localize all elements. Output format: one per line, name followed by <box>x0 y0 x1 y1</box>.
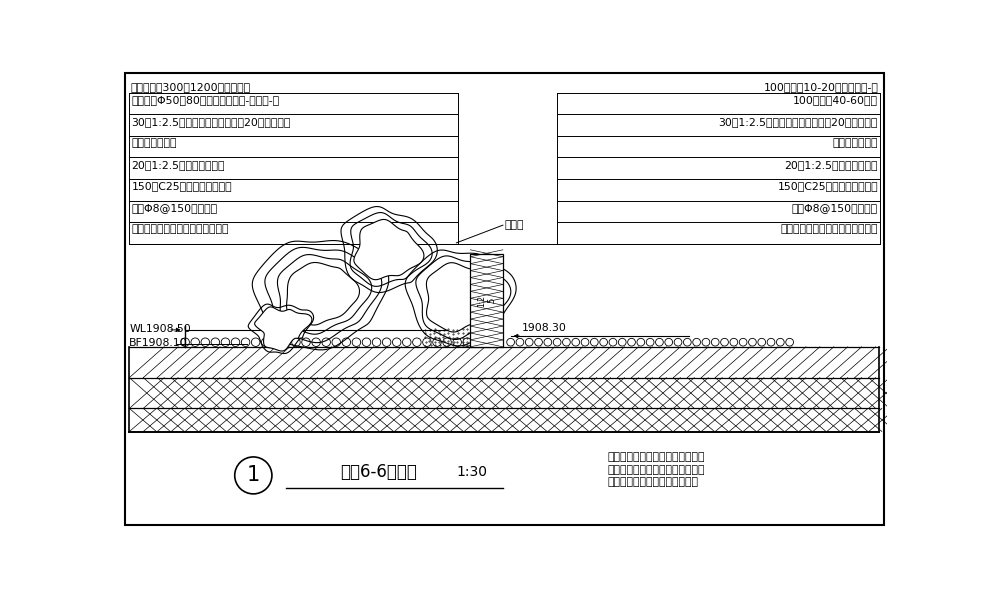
Text: 石阻挡。当下雨时水可以漫过塑假: 石阻挡。当下雨时水可以漫过塑假 <box>608 465 705 474</box>
Text: 石，在旱溪区域形成水面效果。: 石，在旱溪区域形成水面效果。 <box>608 477 698 487</box>
Circle shape <box>711 339 719 346</box>
Circle shape <box>646 339 654 346</box>
Text: 30厚1:2.5干硬性水泥砂浆，上浇20厚素水泥膏: 30厚1:2.5干硬性水泥砂浆，上浇20厚素水泥膏 <box>132 117 291 126</box>
Text: 聚氨酯防水涂料: 聚氨酯防水涂料 <box>832 138 878 148</box>
Text: 1:2
.5: 1:2 .5 <box>477 295 496 307</box>
Circle shape <box>572 339 579 346</box>
Circle shape <box>201 338 210 346</box>
Circle shape <box>562 339 570 346</box>
Circle shape <box>181 338 189 346</box>
Circle shape <box>525 339 533 346</box>
Circle shape <box>191 338 199 346</box>
Circle shape <box>353 338 361 346</box>
Circle shape <box>372 338 381 346</box>
Circle shape <box>554 339 561 346</box>
Circle shape <box>740 339 747 346</box>
Circle shape <box>776 339 784 346</box>
Circle shape <box>362 338 370 346</box>
Circle shape <box>261 338 270 346</box>
Circle shape <box>322 338 330 346</box>
Circle shape <box>222 338 230 346</box>
Circle shape <box>535 339 543 346</box>
Text: 建筑顶板，已完成防水及排水找坡: 建筑顶板，已完成防水及排水找坡 <box>780 224 878 234</box>
Circle shape <box>292 338 300 346</box>
Circle shape <box>786 339 794 346</box>
Circle shape <box>241 338 250 346</box>
Circle shape <box>342 338 351 346</box>
Circle shape <box>749 339 756 346</box>
Text: WL1908.50: WL1908.50 <box>129 324 191 334</box>
Text: 聚氨酯防水涂料: 聚氨酯防水涂料 <box>132 138 177 148</box>
Circle shape <box>581 339 589 346</box>
Text: 1908.30: 1908.30 <box>522 323 567 333</box>
Circle shape <box>432 338 441 346</box>
Circle shape <box>656 339 663 346</box>
Text: 100厚粒径10-20碎砾石满铺-层: 100厚粒径10-20碎砾石满铺-层 <box>764 82 879 92</box>
Text: 150厚C25自防水钢筋混凝土: 150厚C25自防水钢筋混凝土 <box>132 181 232 192</box>
Circle shape <box>382 338 391 346</box>
Circle shape <box>211 338 220 346</box>
Circle shape <box>301 338 310 346</box>
Circle shape <box>234 457 272 494</box>
Circle shape <box>463 338 472 346</box>
Circle shape <box>403 338 411 346</box>
Circle shape <box>506 339 514 346</box>
Text: 建筑顶板，已完成防水及排水找坡: 建筑顶板，已完成防水及排水找坡 <box>132 224 230 234</box>
Circle shape <box>282 338 291 346</box>
Circle shape <box>665 339 673 346</box>
Circle shape <box>413 338 422 346</box>
Circle shape <box>702 339 710 346</box>
Circle shape <box>767 339 775 346</box>
Circle shape <box>757 339 765 346</box>
Circle shape <box>516 339 524 346</box>
Circle shape <box>600 339 608 346</box>
Text: BF1908.10: BF1908.10 <box>129 338 188 348</box>
Circle shape <box>332 338 341 346</box>
Circle shape <box>272 338 280 346</box>
Circle shape <box>544 339 552 346</box>
Circle shape <box>453 338 461 346</box>
Text: 池底满铺Φ50～80黄色河卵石平贴-层，放-层: 池底满铺Φ50～80黄色河卵石平贴-层，放-层 <box>132 95 280 105</box>
Circle shape <box>609 339 617 346</box>
Text: 30厚1:2.5干硬性水泥砂浆，上浇20厚素水泥膏: 30厚1:2.5干硬性水泥砂浆，上浇20厚素水泥膏 <box>719 117 878 126</box>
Text: 说明：旱溪与水系相交处，用塑假: 说明：旱溪与水系相交处，用塑假 <box>608 452 705 463</box>
Circle shape <box>231 338 239 346</box>
Circle shape <box>423 338 431 346</box>
Text: 配筋Φ8@150双层双向: 配筋Φ8@150双层双向 <box>132 203 218 213</box>
Text: 20厚1:2.5水泥砂浆找平层: 20厚1:2.5水泥砂浆找平层 <box>132 160 226 170</box>
Text: 配筋Φ8@150双层双向: 配筋Φ8@150双层双向 <box>792 203 878 213</box>
Circle shape <box>684 339 691 346</box>
Text: 局部置块径300～1200大块风化石: 局部置块径300～1200大块风化石 <box>131 82 251 92</box>
Circle shape <box>312 338 320 346</box>
Circle shape <box>637 339 645 346</box>
Circle shape <box>619 339 626 346</box>
Circle shape <box>392 338 401 346</box>
Circle shape <box>730 339 738 346</box>
Circle shape <box>674 339 682 346</box>
Circle shape <box>590 339 598 346</box>
Polygon shape <box>287 263 360 325</box>
Text: 150厚C25自防水钢筋混凝土: 150厚C25自防水钢筋混凝土 <box>777 181 878 192</box>
Bar <box>470 254 503 347</box>
Polygon shape <box>354 219 424 280</box>
Circle shape <box>721 339 728 346</box>
Text: 水系6-6剖面图: 水系6-6剖面图 <box>341 463 418 482</box>
Text: 1: 1 <box>246 466 260 486</box>
Circle shape <box>443 338 451 346</box>
Polygon shape <box>427 263 502 332</box>
Polygon shape <box>254 307 312 351</box>
Text: 塑假石: 塑假石 <box>504 220 524 230</box>
Circle shape <box>627 339 635 346</box>
Text: 100厚粒径40-60碎石: 100厚粒径40-60碎石 <box>793 95 878 105</box>
Circle shape <box>251 338 260 346</box>
Text: 1:30: 1:30 <box>456 466 488 479</box>
Text: 20厚1:2.5水泥砂浆找平层: 20厚1:2.5水泥砂浆找平层 <box>784 160 878 170</box>
Circle shape <box>692 339 700 346</box>
